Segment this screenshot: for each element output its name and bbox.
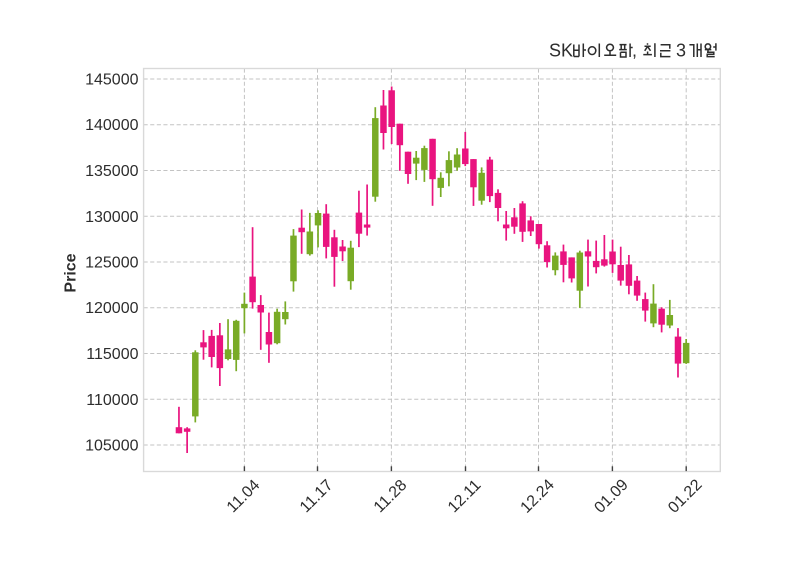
svg-text:Price: Price [63, 253, 80, 292]
svg-text:,: , [632, 41, 637, 61]
svg-text:110000: 110000 [86, 392, 138, 409]
svg-text:140000: 140000 [85, 117, 138, 134]
svg-text:135000: 135000 [85, 163, 138, 180]
svg-text:SK: SK [549, 41, 573, 61]
svg-text:105000: 105000 [85, 438, 138, 455]
svg-text:120000: 120000 [85, 300, 138, 317]
svg-text:115000: 115000 [86, 346, 138, 363]
svg-text:145000: 145000 [85, 72, 138, 89]
svg-text:3: 3 [676, 41, 686, 61]
svg-text:130000: 130000 [85, 209, 138, 226]
svg-text:125000: 125000 [85, 255, 138, 272]
